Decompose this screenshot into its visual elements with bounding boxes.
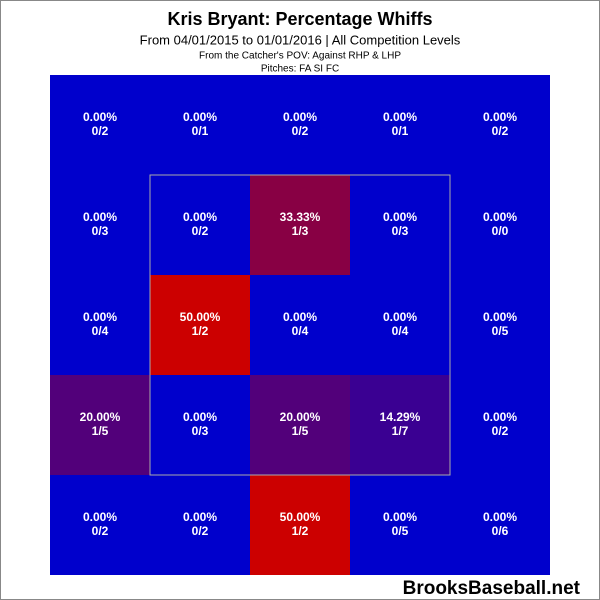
count-label: 0/2 [92, 124, 109, 138]
value-label: 0.00% [283, 310, 317, 324]
chart-title: Kris Bryant: Percentage Whiffs [167, 9, 432, 29]
count-label: 1/2 [192, 324, 209, 338]
count-label: 0/2 [92, 524, 109, 538]
value-label: 0.00% [283, 110, 317, 124]
heat-cell [250, 75, 350, 175]
value-label: 0.00% [83, 210, 117, 224]
value-label: 0.00% [383, 110, 417, 124]
value-label: 0.00% [83, 310, 117, 324]
heat-cell [50, 75, 150, 175]
heat-cell [350, 475, 450, 575]
value-label: 0.00% [83, 110, 117, 124]
count-label: 0/3 [92, 224, 109, 238]
note: From the Catcher's POV: Against RHP & LH… [199, 51, 401, 62]
count-label: 0/5 [392, 524, 409, 538]
value-label: 33.33% [280, 210, 321, 224]
heat-cell [350, 375, 450, 475]
heat-cell [50, 375, 150, 475]
heat-cell [50, 175, 150, 275]
count-label: 0/2 [192, 224, 209, 238]
heat-cell [450, 375, 550, 475]
heat-cell [350, 275, 450, 375]
count-label: 0/2 [292, 124, 309, 138]
value-label: 14.29% [380, 410, 421, 424]
count-label: 0/1 [392, 124, 409, 138]
heat-cell [250, 475, 350, 575]
value-label: 0.00% [483, 110, 517, 124]
value-label: 0.00% [183, 410, 217, 424]
count-label: 0/4 [92, 324, 109, 338]
heat-cell [250, 175, 350, 275]
value-label: 0.00% [183, 510, 217, 524]
count-label: 0/3 [392, 224, 409, 238]
count-label: 0/5 [492, 324, 509, 338]
heat-cell [450, 475, 550, 575]
value-label: 50.00% [280, 510, 321, 524]
value-label: 0.00% [183, 210, 217, 224]
heat-cell [450, 275, 550, 375]
count-label: 0/2 [192, 524, 209, 538]
heat-cell [450, 75, 550, 175]
strike-zone [149, 174, 451, 476]
value-label: 0.00% [483, 210, 517, 224]
count-label: 0/6 [492, 524, 509, 538]
heat-cell [150, 75, 250, 175]
value-label: 0.00% [383, 510, 417, 524]
value-label: 0.00% [183, 110, 217, 124]
value-label: 20.00% [80, 410, 121, 424]
count-label: 0/4 [292, 324, 309, 338]
watermark: BrooksBaseball.net [403, 578, 581, 599]
count-label: 0/4 [392, 324, 409, 338]
heat-cell [350, 175, 450, 275]
count-label: 0/3 [192, 424, 209, 438]
value-label: 0.00% [483, 310, 517, 324]
heat-cell [50, 475, 150, 575]
heat-cell [250, 375, 350, 475]
count-label: 1/2 [292, 524, 309, 538]
heat-cell [150, 375, 250, 475]
count-label: 1/3 [292, 224, 309, 238]
heat-cell [450, 175, 550, 275]
heat-cell [50, 275, 150, 375]
value-label: 0.00% [483, 510, 517, 524]
heat-cell [150, 475, 250, 575]
note: Pitches: FA SI FC [261, 64, 339, 75]
count-label: 0/2 [492, 124, 509, 138]
chart-subtitle: From 04/01/2015 to 01/01/2016 | All Comp… [140, 32, 461, 47]
count-label: 0/1 [192, 124, 209, 138]
count-label: 1/5 [92, 424, 109, 438]
value-label: 0.00% [83, 510, 117, 524]
count-label: 1/7 [392, 424, 409, 438]
count-label: 0/0 [492, 224, 509, 238]
count-label: 0/2 [492, 424, 509, 438]
count-label: 1/5 [292, 424, 309, 438]
value-label: 0.00% [383, 310, 417, 324]
heat-cell [150, 275, 250, 375]
value-label: 50.00% [180, 310, 221, 324]
value-label: 0.00% [383, 210, 417, 224]
heat-cell [150, 175, 250, 275]
value-label: 0.00% [483, 410, 517, 424]
value-label: 20.00% [280, 410, 321, 424]
heat-cell [250, 275, 350, 375]
heat-cell [350, 75, 450, 175]
